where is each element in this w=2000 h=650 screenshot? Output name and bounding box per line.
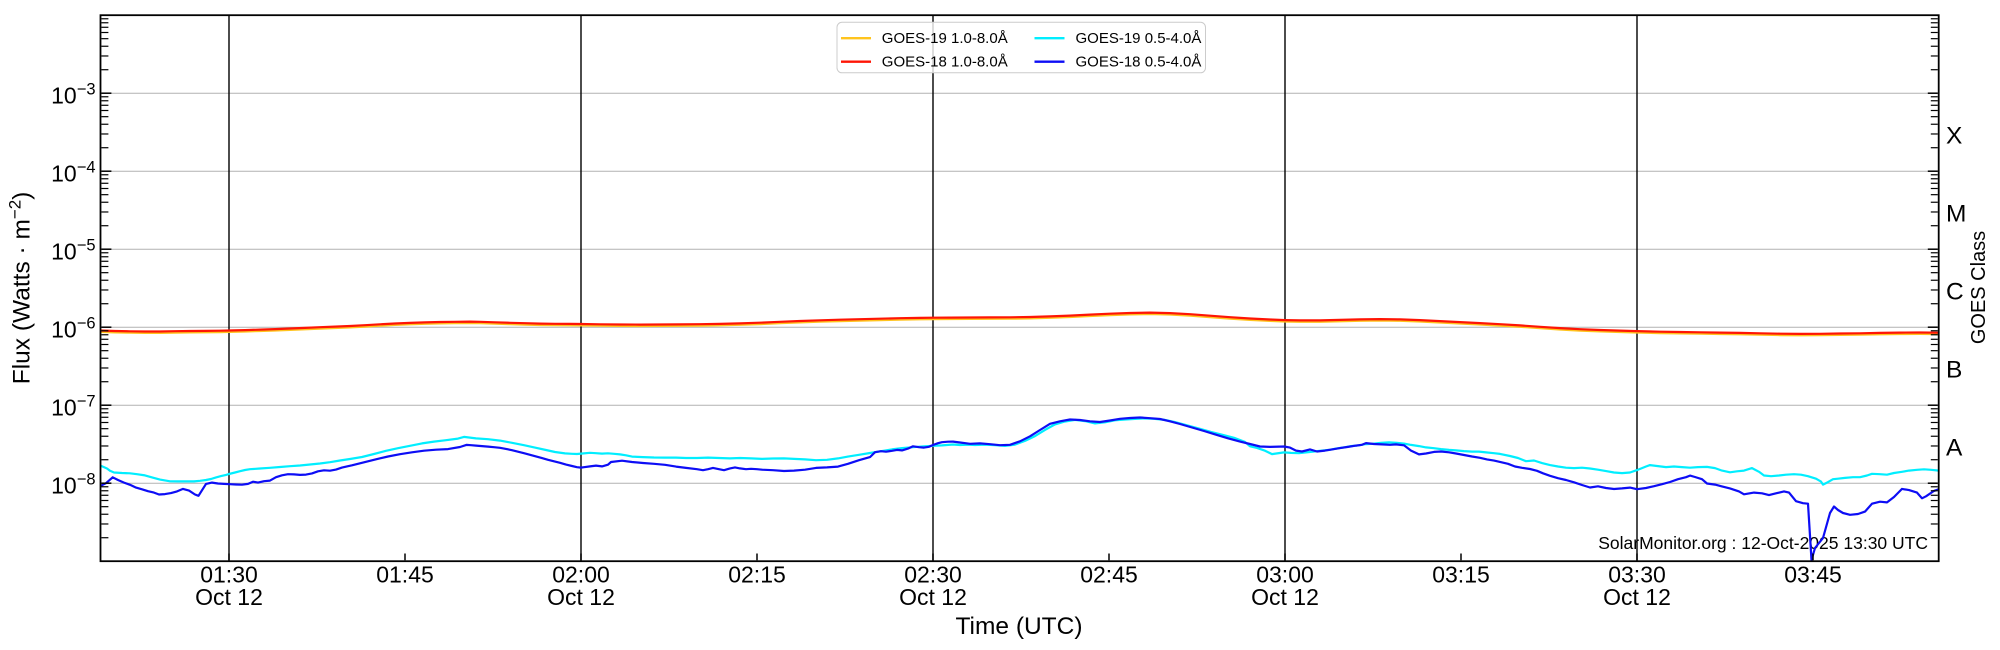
svg-text:03:45: 03:45 [1784, 562, 1842, 588]
svg-text:Oct 12: Oct 12 [1603, 584, 1671, 610]
svg-text:Oct 12: Oct 12 [1251, 584, 1319, 610]
svg-text:03:00: 03:00 [1256, 562, 1314, 588]
svg-text:B: B [1946, 357, 1962, 384]
svg-text:GOES-19 0.5-4.0Å: GOES-19 0.5-4.0Å [1076, 30, 1202, 47]
svg-text:C: C [1946, 279, 1964, 306]
svg-text:Oct 12: Oct 12 [547, 584, 615, 610]
svg-text:X: X [1946, 123, 1962, 150]
svg-text:02:15: 02:15 [728, 562, 786, 588]
svg-text:Time (UTC): Time (UTC) [955, 613, 1082, 640]
svg-text:02:30: 02:30 [904, 562, 962, 588]
svg-text:Oct 12: Oct 12 [195, 584, 263, 610]
svg-text:SolarMonitor.org : 12-Oct-2025: SolarMonitor.org : 12-Oct-2025 13:30 UTC [1598, 533, 1928, 553]
svg-text:02:00: 02:00 [552, 562, 610, 588]
svg-text:01:30: 01:30 [200, 562, 258, 588]
svg-text:GOES Class: GOES Class [1968, 231, 1990, 344]
svg-text:Oct 12: Oct 12 [899, 584, 967, 610]
svg-text:M: M [1946, 201, 1966, 228]
svg-text:03:30: 03:30 [1608, 562, 1666, 588]
svg-text:03:15: 03:15 [1432, 562, 1490, 588]
svg-text:GOES-19 1.0-8.0Å: GOES-19 1.0-8.0Å [882, 30, 1008, 47]
svg-text:A: A [1946, 435, 1963, 462]
svg-text:Flux (Watts · m−2): Flux (Watts · m−2) [6, 192, 36, 385]
svg-text:GOES-18 1.0-8.0Å: GOES-18 1.0-8.0Å [882, 53, 1008, 70]
svg-text:GOES-18 0.5-4.0Å: GOES-18 0.5-4.0Å [1076, 53, 1202, 70]
svg-text:10−6: 10−6 [51, 315, 95, 343]
svg-text:01:45: 01:45 [376, 562, 434, 588]
svg-text:02:45: 02:45 [1080, 562, 1138, 588]
